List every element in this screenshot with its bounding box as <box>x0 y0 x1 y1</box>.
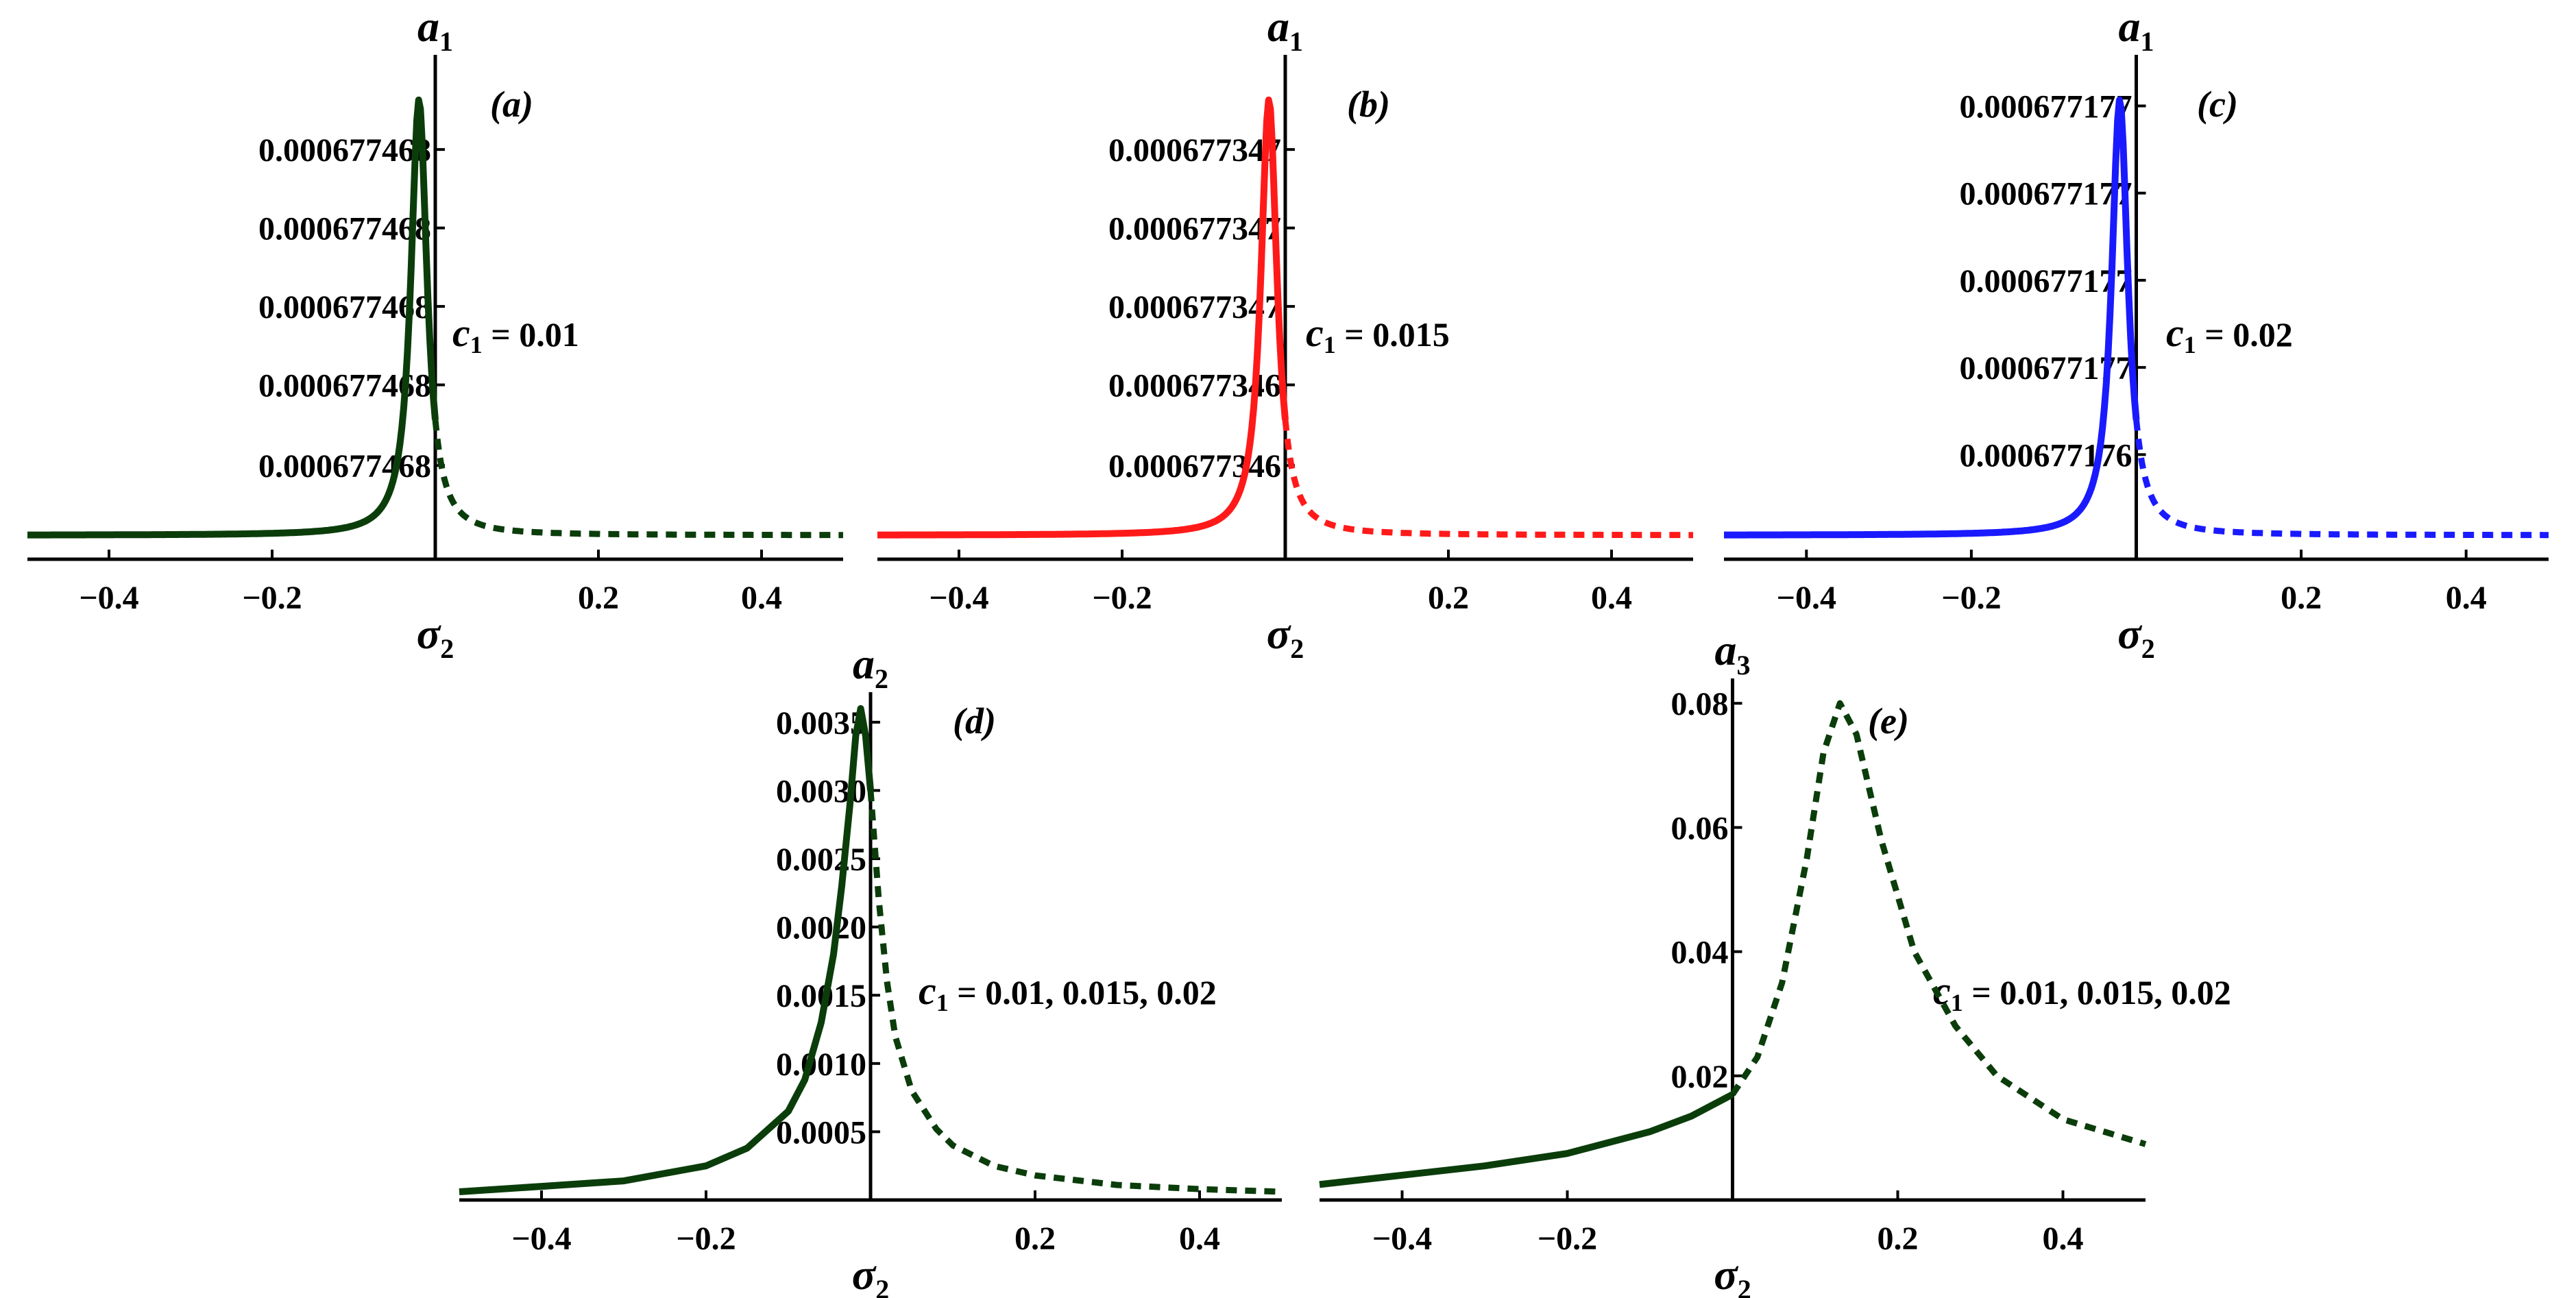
x-tick-label: −0.2 <box>1538 1221 1597 1257</box>
y-tick-label: 0.0025 <box>776 842 866 878</box>
x-tick-label: 0.2 <box>1014 1221 1056 1257</box>
x-tick-label: −0.4 <box>511 1221 571 1257</box>
x-tick-label: −0.4 <box>1777 580 1836 616</box>
panel-label: (e) <box>1868 700 1909 742</box>
stable-branch-line <box>1722 96 2140 539</box>
unstable-branch-line <box>1729 700 2147 1147</box>
y-tick-label: 0.000677468 <box>258 448 431 485</box>
panel-e: −0.4 −0.2 0.2 0.4 0.02 0.04 0.06 0.08 a3 σ2 (e) c1 … <box>1319 626 2231 1298</box>
x-tick-label: −0.2 <box>1941 580 2001 616</box>
x-axis-label: σ2 <box>1267 609 1304 664</box>
y-tick-label: 0.08 <box>1671 686 1729 722</box>
y-tick-label: 0.000677468 <box>258 211 431 247</box>
panel-label: (d) <box>953 700 996 742</box>
x-axis-label: σ2 <box>2117 609 2155 664</box>
unstable-branch-line <box>432 419 845 539</box>
panel-c: −0.4 −0.2 0.2 0.4 0.000677177 0.000677177 0.00… <box>1722 2 2550 664</box>
y-tick-label: 0.000677468 <box>258 132 431 169</box>
y-tick-label: 0.06 <box>1671 810 1729 846</box>
y-tick-label: 0.0035 <box>776 705 866 742</box>
y-tick-label: 0.000677468 <box>258 289 431 326</box>
x-tick-label: 0.4 <box>2043 1221 2084 1257</box>
y-tick-label: 0.000677177 <box>1960 263 2133 299</box>
panel-b: −0.4 −0.2 0.2 0.4 0.000677347 0.000677347 0.00… <box>875 2 1694 664</box>
x-tick-label: −0.4 <box>79 580 138 616</box>
parameter-annotation: c1 = 0.01, 0.015, 0.02 <box>919 968 1217 1016</box>
x-axis-label: σ2 <box>1714 1250 1751 1298</box>
x-tick-label: 0.2 <box>1878 1221 1919 1257</box>
y-tick-label: 0.000677347 <box>1108 289 1281 326</box>
y-tick-label: 0.000677177 <box>1960 176 2133 212</box>
panel-label: (b) <box>1347 84 1390 125</box>
y-tick-label: 0.0020 <box>776 910 866 946</box>
parameter-annotation: c1 = 0.02 <box>2166 310 2293 358</box>
x-tick-label: 0.4 <box>1179 1221 1220 1257</box>
x-tick-label: −0.2 <box>676 1221 736 1257</box>
y-axis-label: a1 <box>2119 2 2154 57</box>
unstable-branch-line <box>2133 419 2550 539</box>
stable-branch-line <box>459 705 874 1195</box>
panel-d: −0.4 −0.2 0.2 0.40.00050.00100.00150.00200.… <box>459 639 1283 1298</box>
x-tick-label: 0.2 <box>1428 580 1469 616</box>
y-axis-label: a1 <box>1267 2 1303 57</box>
y-axis-label: a1 <box>417 2 453 57</box>
x-tick-label: −0.2 <box>1092 580 1152 616</box>
x-axis-label: σ2 <box>852 1250 890 1298</box>
x-tick-label: 0.4 <box>741 580 782 616</box>
x-tick-label: 0.4 <box>2446 580 2487 616</box>
y-tick-label: 0.0005 <box>776 1114 866 1151</box>
y-tick-label: 0.000677346 <box>1108 448 1281 485</box>
y-tick-label: 0.000677176 <box>1960 437 2133 474</box>
y-tick-label: 0.0010 <box>776 1046 866 1083</box>
x-tick-label: −0.4 <box>1372 1221 1432 1257</box>
x-axis-label: σ2 <box>417 609 454 664</box>
x-tick-label: 0.4 <box>1591 580 1632 616</box>
y-tick-label: 0.000677347 <box>1108 211 1281 247</box>
parameter-annotation: c1 = 0.01, 0.015, 0.02 <box>1933 968 2231 1016</box>
unstable-branch-line <box>1282 419 1694 539</box>
y-tick-label: 0.000677347 <box>1108 132 1281 169</box>
panel-a: −0.4 −0.2 0.2 0.4 0.000677468 0.000677468 0.00… <box>25 2 845 664</box>
stable-branch-line <box>875 96 1289 539</box>
parameter-annotation: c1 = 0.015 <box>1306 310 1450 358</box>
stable-branch-line <box>1319 1091 1734 1188</box>
y-tick-label: 0.04 <box>1671 935 1729 971</box>
unstable-branch-line <box>867 790 1283 1195</box>
y-axis-label: a3 <box>1715 626 1751 681</box>
panel-label: (c) <box>2197 84 2238 125</box>
panel-label: (a) <box>490 84 533 125</box>
y-tick-label: 0.02 <box>1671 1059 1729 1095</box>
x-tick-label: −0.2 <box>242 580 302 616</box>
x-tick-label: −0.4 <box>929 580 988 616</box>
stable-branch-line <box>25 96 439 539</box>
y-tick-label: 0.000677177 <box>1960 89 2133 125</box>
x-tick-label: 0.2 <box>2281 580 2322 616</box>
parameter-annotation: c1 = 0.01 <box>452 310 579 358</box>
y-axis-label: a2 <box>853 639 888 694</box>
x-tick-label: 0.2 <box>578 580 619 616</box>
